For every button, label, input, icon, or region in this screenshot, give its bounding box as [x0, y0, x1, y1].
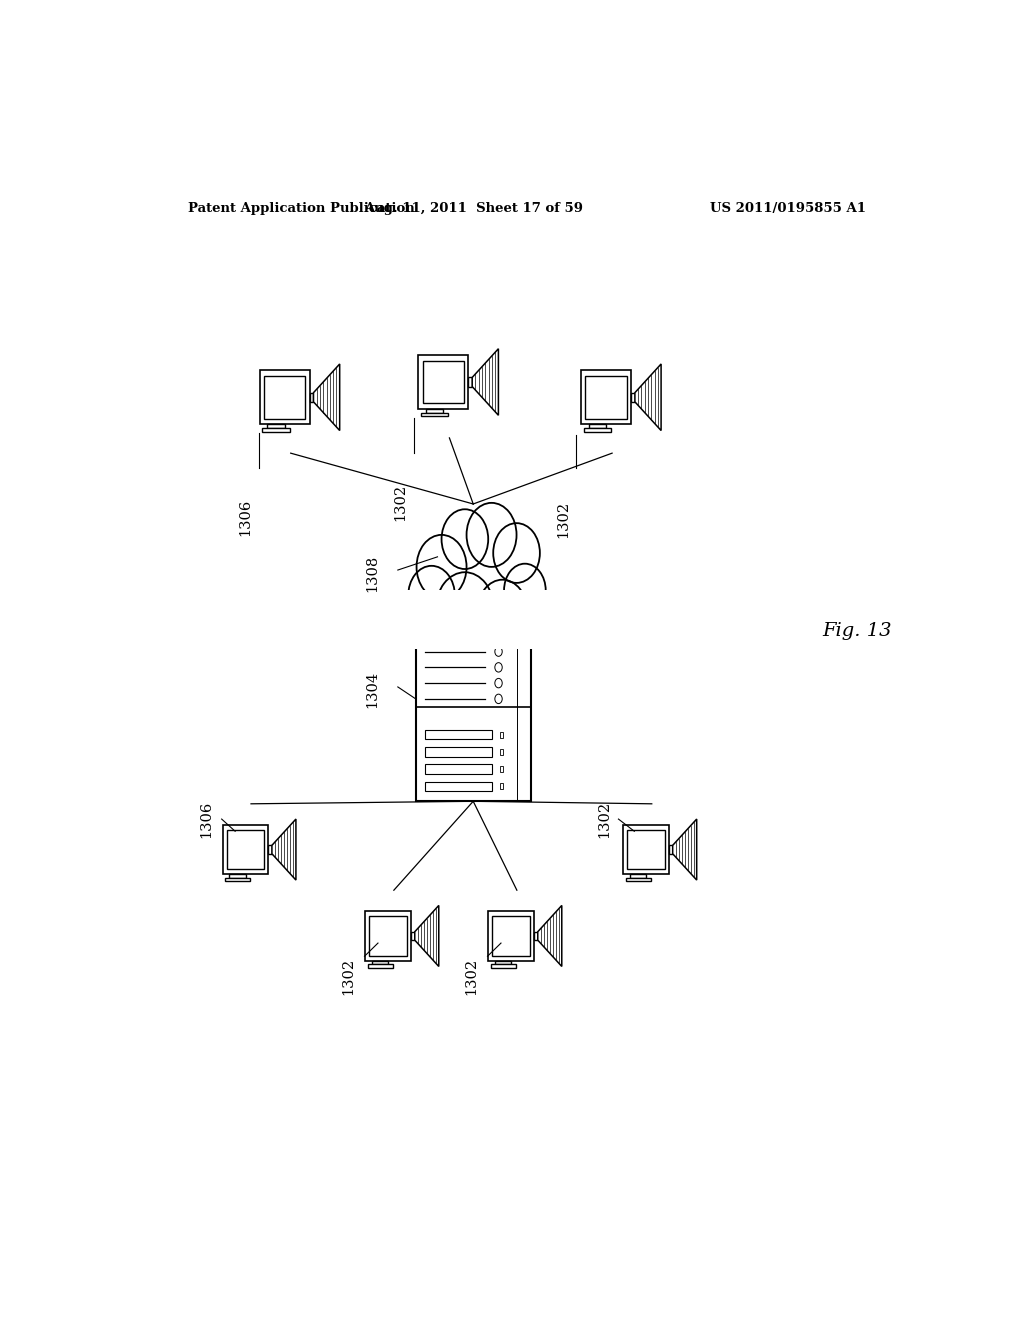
- Polygon shape: [496, 961, 511, 965]
- Polygon shape: [673, 818, 696, 880]
- Polygon shape: [412, 932, 415, 940]
- Text: Aug. 11, 2011  Sheet 17 of 59: Aug. 11, 2011 Sheet 17 of 59: [364, 202, 583, 215]
- Circle shape: [427, 532, 519, 649]
- Polygon shape: [366, 911, 412, 961]
- Text: 1302: 1302: [465, 958, 478, 995]
- Text: 1302: 1302: [556, 500, 570, 539]
- Bar: [425, 781, 492, 791]
- Circle shape: [441, 510, 488, 569]
- Polygon shape: [472, 348, 499, 416]
- Circle shape: [436, 573, 494, 647]
- Circle shape: [495, 663, 502, 672]
- Polygon shape: [538, 906, 562, 966]
- Polygon shape: [589, 424, 606, 429]
- Polygon shape: [488, 911, 535, 961]
- Polygon shape: [229, 874, 246, 878]
- Text: US 2011/0195855 A1: US 2011/0195855 A1: [710, 202, 866, 215]
- Bar: [425, 730, 492, 739]
- Circle shape: [495, 694, 502, 704]
- Polygon shape: [630, 874, 646, 878]
- Text: 1306: 1306: [199, 800, 213, 838]
- Polygon shape: [624, 825, 670, 874]
- Polygon shape: [260, 371, 309, 424]
- Polygon shape: [264, 376, 305, 418]
- Circle shape: [417, 535, 467, 599]
- Circle shape: [504, 564, 546, 616]
- Polygon shape: [581, 371, 631, 424]
- Polygon shape: [631, 392, 635, 401]
- Polygon shape: [468, 378, 472, 387]
- Circle shape: [495, 647, 502, 656]
- Polygon shape: [373, 961, 388, 965]
- Polygon shape: [368, 965, 393, 968]
- Polygon shape: [626, 878, 651, 882]
- Bar: [425, 747, 492, 756]
- Polygon shape: [670, 845, 673, 854]
- Polygon shape: [267, 424, 285, 429]
- Polygon shape: [415, 906, 438, 966]
- Bar: [500, 766, 503, 772]
- Polygon shape: [272, 818, 296, 880]
- Bar: [391, 590, 555, 649]
- Polygon shape: [370, 916, 408, 956]
- Polygon shape: [419, 355, 468, 409]
- Polygon shape: [586, 376, 627, 418]
- Bar: [500, 731, 503, 738]
- Polygon shape: [490, 965, 516, 968]
- Circle shape: [409, 566, 455, 626]
- Polygon shape: [226, 830, 264, 869]
- Polygon shape: [628, 830, 666, 869]
- Polygon shape: [426, 409, 443, 413]
- Polygon shape: [268, 845, 272, 854]
- Polygon shape: [309, 392, 313, 401]
- Polygon shape: [423, 360, 464, 404]
- Circle shape: [477, 579, 527, 644]
- Polygon shape: [535, 932, 538, 940]
- Text: 1302: 1302: [393, 483, 408, 521]
- Text: Patent Application Publication: Patent Application Publication: [187, 202, 415, 215]
- Polygon shape: [584, 429, 611, 432]
- Polygon shape: [225, 878, 250, 882]
- Polygon shape: [313, 364, 340, 430]
- Text: 1308: 1308: [366, 554, 380, 591]
- Polygon shape: [262, 429, 290, 432]
- Text: 1306: 1306: [239, 499, 253, 536]
- Text: 1302: 1302: [342, 958, 355, 995]
- Bar: [425, 764, 492, 774]
- Bar: [500, 783, 503, 789]
- Text: 1304: 1304: [366, 671, 380, 708]
- Bar: [416, 644, 530, 801]
- Bar: [500, 748, 503, 755]
- Circle shape: [494, 523, 540, 583]
- Polygon shape: [493, 916, 530, 956]
- Circle shape: [495, 678, 502, 688]
- Text: 1302: 1302: [597, 800, 611, 838]
- Polygon shape: [222, 825, 268, 874]
- Text: Fig. 13: Fig. 13: [822, 622, 892, 640]
- Circle shape: [467, 503, 516, 566]
- Polygon shape: [421, 413, 449, 417]
- Polygon shape: [635, 364, 662, 430]
